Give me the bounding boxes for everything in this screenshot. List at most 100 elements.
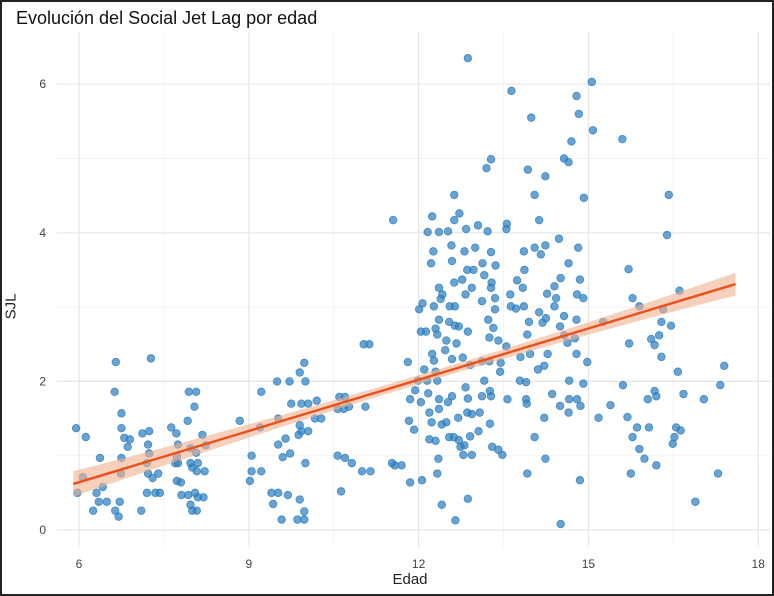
data-point bbox=[541, 314, 551, 323]
data-point bbox=[277, 515, 286, 524]
data-point bbox=[452, 339, 461, 348]
x-axis-label: Edad bbox=[392, 571, 428, 588]
data-point bbox=[480, 376, 489, 385]
data-point bbox=[489, 323, 498, 333]
data-point bbox=[486, 283, 496, 292]
data-point bbox=[550, 282, 559, 291]
data-point bbox=[713, 469, 723, 478]
data-point bbox=[336, 487, 346, 496]
data-point bbox=[426, 259, 436, 268]
data-point bbox=[81, 432, 90, 442]
data-point bbox=[618, 380, 628, 390]
data-point bbox=[520, 265, 529, 275]
data-point bbox=[333, 451, 342, 460]
data-point bbox=[523, 330, 532, 339]
data-point bbox=[199, 493, 208, 502]
data-point bbox=[556, 519, 565, 529]
data-point bbox=[102, 497, 111, 506]
data-point bbox=[502, 224, 511, 234]
data-point bbox=[575, 476, 585, 485]
data-point bbox=[490, 293, 500, 303]
data-point bbox=[679, 389, 688, 399]
data-point bbox=[403, 357, 413, 367]
data-point bbox=[530, 432, 539, 442]
data-point bbox=[575, 275, 585, 284]
data-point bbox=[559, 311, 569, 321]
data-point bbox=[436, 294, 445, 304]
data-point bbox=[429, 356, 439, 365]
data-point bbox=[485, 333, 494, 342]
data-point bbox=[425, 408, 434, 417]
data-point bbox=[662, 230, 672, 240]
data-point bbox=[467, 283, 477, 292]
data-point bbox=[172, 429, 181, 438]
data-point bbox=[434, 395, 444, 404]
data-point bbox=[424, 389, 433, 398]
data-point bbox=[114, 512, 123, 521]
data-point bbox=[522, 399, 531, 408]
data-point bbox=[397, 461, 406, 470]
data-point bbox=[643, 395, 653, 404]
data-point bbox=[564, 395, 574, 404]
data-point bbox=[495, 367, 505, 376]
data-point bbox=[572, 349, 581, 359]
data-point bbox=[187, 506, 197, 515]
data-point bbox=[480, 270, 489, 280]
data-point bbox=[192, 467, 201, 476]
data-point bbox=[388, 215, 398, 225]
data-point bbox=[536, 250, 546, 259]
data-point bbox=[521, 377, 531, 387]
data-point bbox=[507, 86, 516, 96]
data-point bbox=[427, 418, 436, 427]
data-point bbox=[451, 516, 460, 525]
data-point bbox=[494, 336, 503, 345]
data-point bbox=[176, 478, 186, 487]
data-point bbox=[691, 497, 700, 506]
data-point bbox=[457, 275, 467, 284]
data-point bbox=[454, 322, 463, 331]
data-point bbox=[433, 330, 442, 339]
data-point bbox=[257, 387, 266, 397]
data-point bbox=[301, 377, 310, 386]
data-point bbox=[579, 379, 588, 388]
data-point bbox=[624, 339, 634, 348]
data-point bbox=[366, 467, 375, 476]
x-tick-label: 12 bbox=[412, 557, 426, 571]
data-point bbox=[300, 515, 309, 524]
data-point bbox=[465, 432, 475, 441]
data-point bbox=[534, 308, 544, 317]
data-point bbox=[699, 395, 709, 404]
data-point bbox=[442, 336, 451, 345]
data-point bbox=[433, 469, 442, 478]
data-point bbox=[523, 165, 533, 174]
data-point bbox=[138, 429, 147, 438]
data-point bbox=[666, 321, 676, 330]
data-point bbox=[623, 412, 632, 422]
data-point bbox=[257, 467, 266, 476]
data-point bbox=[123, 442, 132, 451]
regression-line bbox=[72, 282, 736, 486]
data-point bbox=[434, 283, 444, 292]
data-point bbox=[572, 91, 581, 101]
data-point bbox=[125, 435, 135, 444]
chart-title: Evolución del Social Jet Lag por edad bbox=[16, 8, 318, 28]
data-point bbox=[491, 261, 500, 270]
data-point bbox=[527, 113, 536, 122]
data-point bbox=[110, 387, 119, 397]
data-point bbox=[483, 227, 492, 236]
data-point bbox=[716, 380, 725, 390]
data-point bbox=[657, 352, 666, 362]
data-point bbox=[427, 212, 437, 221]
data-point bbox=[477, 296, 487, 306]
data-point bbox=[486, 247, 496, 257]
data-point bbox=[409, 425, 419, 434]
data-point bbox=[478, 259, 487, 268]
data-point bbox=[459, 450, 468, 460]
y-tick-label: 4 bbox=[39, 226, 46, 240]
data-point bbox=[300, 507, 309, 516]
data-point bbox=[676, 426, 685, 435]
data-point bbox=[295, 495, 304, 504]
data-point bbox=[530, 190, 539, 200]
data-point bbox=[463, 327, 473, 336]
